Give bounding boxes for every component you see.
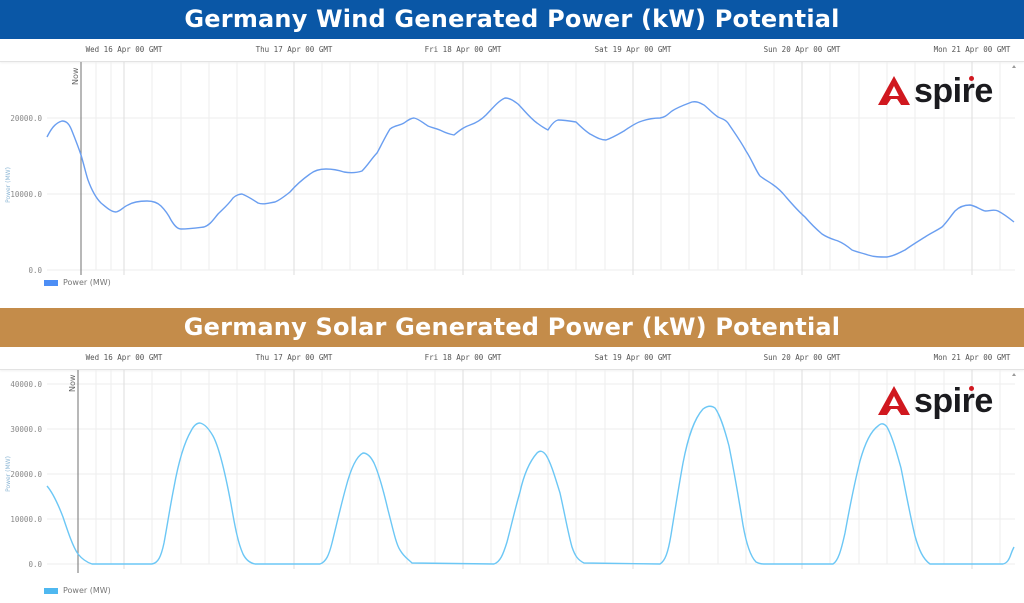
wind-legend[interactable]: Power (MW)	[44, 278, 111, 287]
svg-text:40000.0: 40000.0	[10, 380, 42, 389]
solar-chart-panel: Wed 16 Apr 00 GMT Thu 17 Apr 00 GMT Fri …	[0, 347, 1024, 603]
time-tick-wed: Wed 16 Apr 00 GMT	[85, 45, 163, 54]
svg-text:Power (MW): Power (MW)	[5, 167, 12, 203]
wind-chart-title: Germany Wind Generated Power (kW) Potent…	[184, 5, 840, 33]
solar-time-axis: Wed 16 Apr 00 GMT Thu 17 Apr 00 GMT Fri …	[0, 347, 1024, 370]
solar-day-gridlines	[123, 370, 973, 569]
spire-logo-mark-icon	[878, 76, 910, 105]
now-marker: Now	[71, 62, 82, 275]
legend-swatch-icon	[44, 587, 58, 594]
spire-logo-text: spire	[914, 72, 993, 110]
spire-logo-text: spire	[914, 382, 993, 420]
time-tick-thu: Thu 17 Apr 00 GMT	[255, 353, 333, 362]
solar-chart-title-banner: Germany Solar Generated Power (kW) Poten…	[0, 308, 1024, 347]
spire-logo-wind: spire	[877, 72, 993, 110]
time-tick-mon: Mon 21 Apr 00 GMT	[933, 353, 1011, 362]
wind-day-gridlines	[123, 62, 973, 275]
legend-swatch-icon	[44, 279, 58, 286]
wind-plot-area[interactable]: 20000.0 10000.0 0.0 Power (MW) Now	[0, 39, 1024, 290]
wind-time-axis: Wed 16 Apr 00 GMT Thu 17 Apr 00 GMT Fri …	[0, 39, 1024, 62]
svg-text:20000.0: 20000.0	[10, 114, 42, 123]
time-tick-wed: Wed 16 Apr 00 GMT	[85, 353, 163, 362]
solar-plot-area[interactable]: 40000.0 30000.0 20000.0 10000.0 0.0 Powe…	[0, 347, 1024, 603]
time-tick-sun: Sun 20 Apr 00 GMT	[763, 353, 841, 362]
svg-text:10000.0: 10000.0	[10, 515, 42, 524]
spire-logo-solar: spire	[877, 382, 993, 420]
time-tick-fri: Fri 18 Apr 00 GMT	[424, 45, 502, 54]
solar-chart-title: Germany Solar Generated Power (kW) Poten…	[183, 313, 841, 341]
svg-text:30000.0: 30000.0	[10, 425, 42, 434]
spire-logo-dot	[969, 76, 974, 81]
time-tick-sat: Sat 19 Apr 00 GMT	[594, 353, 672, 362]
wind-scroll-up-arrow-icon[interactable]	[1012, 65, 1016, 68]
wind-chart-title-banner: Germany Wind Generated Power (kW) Potent…	[0, 0, 1024, 39]
solar-grid	[47, 370, 1015, 565]
now-marker: Now	[68, 370, 79, 573]
solar-power-line	[46, 405, 1015, 565]
svg-text:Now: Now	[71, 67, 80, 85]
wind-chart-panel: Wed 16 Apr 00 GMT Thu 17 Apr 00 GMT Fri …	[0, 39, 1024, 290]
svg-text:10000.0: 10000.0	[10, 190, 42, 199]
wind-y-axis: 20000.0 10000.0 0.0 Power (MW)	[5, 114, 42, 275]
wind-grid	[47, 62, 1015, 271]
time-tick-sun: Sun 20 Apr 00 GMT	[763, 45, 841, 54]
svg-text:Power (MW): Power (MW)	[5, 456, 12, 492]
time-tick-fri: Fri 18 Apr 00 GMT	[424, 353, 502, 362]
solar-scroll-up-arrow-icon[interactable]	[1012, 373, 1016, 376]
wind-power-line	[46, 97, 1015, 258]
time-tick-sat: Sat 19 Apr 00 GMT	[594, 45, 672, 54]
spire-logo-dot	[969, 386, 974, 391]
svg-text:Now: Now	[68, 374, 77, 392]
solar-legend[interactable]: Power (MW)	[44, 586, 111, 595]
svg-text:0.0: 0.0	[28, 560, 42, 569]
solar-y-axis: 40000.0 30000.0 20000.0 10000.0 0.0 Powe…	[5, 380, 42, 569]
solar-legend-label: Power (MW)	[63, 586, 111, 595]
time-tick-mon: Mon 21 Apr 00 GMT	[933, 45, 1011, 54]
svg-text:20000.0: 20000.0	[10, 470, 42, 479]
time-tick-thu: Thu 17 Apr 00 GMT	[255, 45, 333, 54]
svg-text:0.0: 0.0	[28, 266, 42, 275]
wind-legend-label: Power (MW)	[63, 278, 111, 287]
spire-logo-mark-icon	[878, 386, 910, 415]
